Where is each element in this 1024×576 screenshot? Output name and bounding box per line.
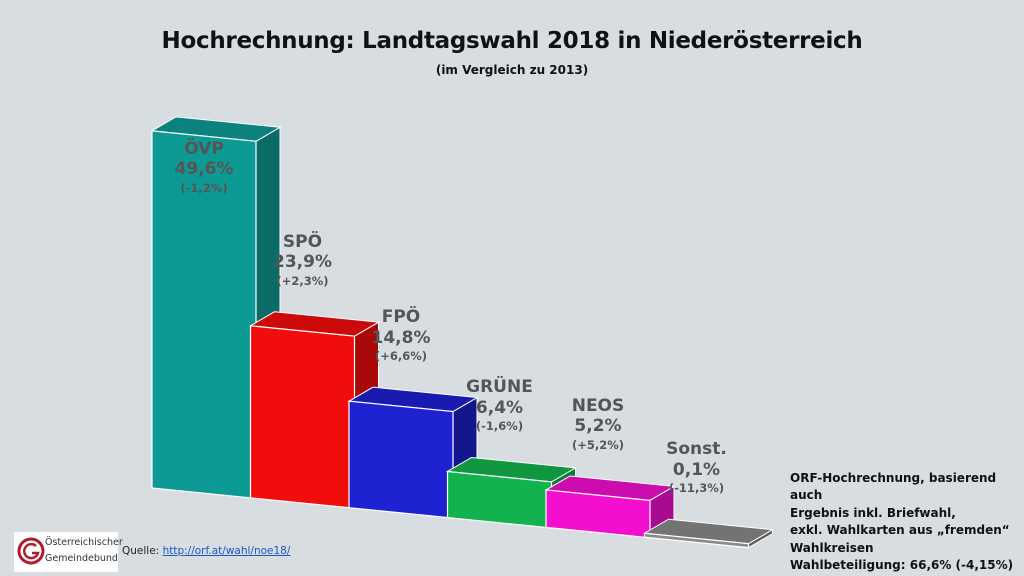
bar-SPÖ (249, 325, 356, 509)
footnote-line: exkl. Wahlkarten aus „fremden“ (790, 523, 1010, 538)
bar-label: SPÖ 23,9% (+2,3%) (251, 232, 355, 289)
bar-label-party: NEOS (571, 395, 625, 416)
bar-label-party: SPÖ (282, 231, 323, 252)
turnout-line: Wahlbeteiligung: 66,6% (-4,15%) (790, 557, 1014, 572)
bar-label-change: (-1,2%) (180, 180, 228, 195)
bar-GRÜNE (446, 470, 553, 529)
bar-label-value: 49,6% (174, 159, 234, 180)
bar-label: GRÜNE 6,4% (-1,6%) (448, 377, 552, 434)
bar-label: Sonst. 0,1% (-11,3%) (645, 439, 749, 496)
footnote: ORF-Hochrechnung, basierend auch Ergebni… (790, 470, 1022, 574)
source-label: Quelle: (122, 545, 160, 557)
bar-label-value: 23,9% (273, 252, 332, 273)
bar-label-party: FPÖ (381, 307, 421, 328)
footnote-line: ORF-Hochrechnung, basierend auch (790, 471, 997, 503)
bar-FPÖ (348, 400, 454, 519)
bar-label: ÖVP 49,6% (-1,2%) (152, 139, 256, 196)
bar-label-change: (-11,3%) (668, 481, 725, 496)
logo-line2: Gemeindebund (45, 553, 118, 564)
logo-line1: Österreichischer (45, 537, 123, 548)
bar-label-change: (+6,6%) (374, 348, 428, 363)
bar-label-value: 14,8% (371, 327, 431, 348)
bar-label-value: 0,1% (672, 459, 721, 480)
bar-label-change: (+5,2%) (571, 437, 625, 452)
bar-label-party: ÖVP (184, 138, 224, 159)
footnote-line: Ergebnis inkl. Briefwahl, (790, 505, 956, 520)
chart-title: Hochrechnung: Landtagswahl 2018 in Niede… (161, 28, 863, 54)
bar-label: NEOS 5,2% (+5,2%) (546, 396, 650, 453)
bar-label-value: 5,2% (574, 416, 622, 437)
logo-text: Österreichischer Gemeindebund (45, 535, 123, 567)
source: Quelle: http://orf.at/wahl/noe18/ (122, 545, 290, 557)
source-link[interactable]: http://orf.at/wahl/noe18/ (162, 545, 291, 557)
bar-label-party: Sonst. (666, 439, 727, 460)
gemeindebund-logo: Österreichischer Gemeindebund (14, 532, 123, 572)
bar-Sonst. (643, 532, 750, 549)
bar-label-change: (+2,3%) (276, 273, 329, 288)
gemeindebund-logo-mark (17, 537, 45, 565)
bar-label-change: (-1,6%) (475, 419, 524, 434)
footnote-line: Wahlkreisen (790, 540, 874, 555)
bar-label-value: 6,4% (475, 397, 524, 418)
chart-subtitle: (im Vergleich zu 2013) (435, 63, 589, 77)
bar-label: FPÖ 14,8% (+6,6%) (349, 307, 453, 364)
bar-label-party: GRÜNE (466, 377, 533, 398)
